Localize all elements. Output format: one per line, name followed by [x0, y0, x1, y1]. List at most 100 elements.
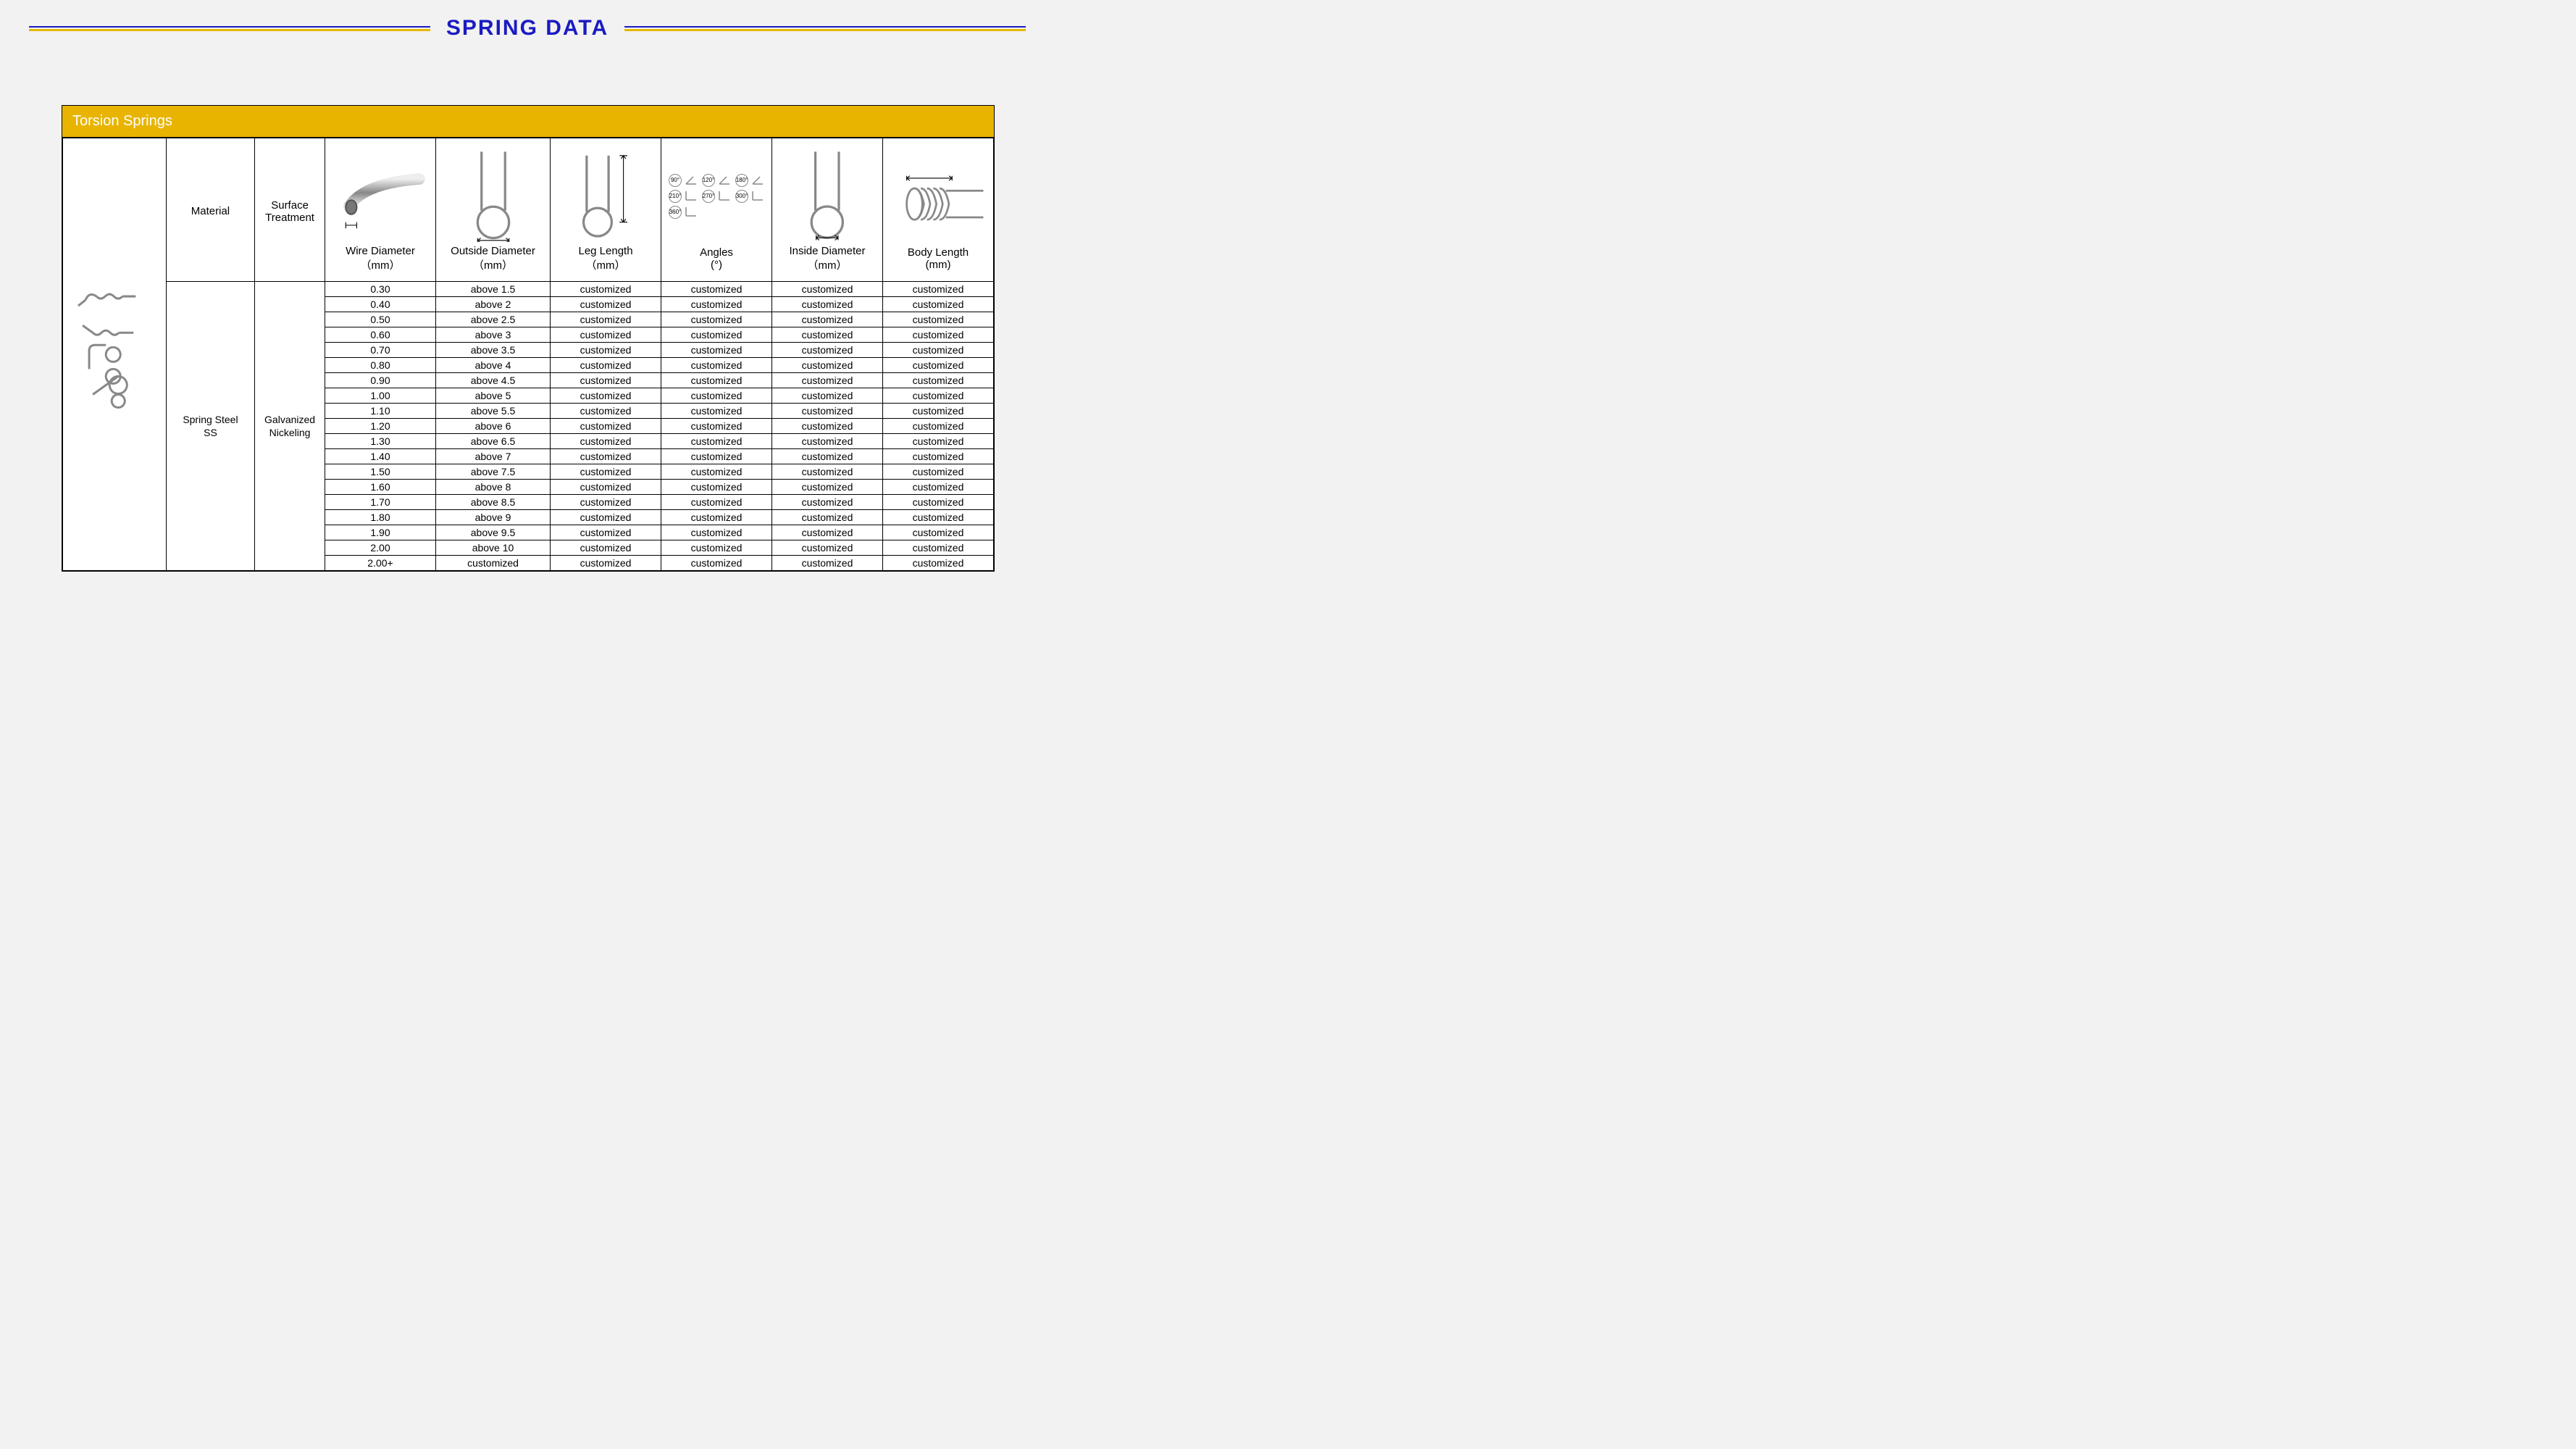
cell-leg: customized	[551, 388, 661, 404]
cell-wire: 1.80	[325, 510, 436, 525]
cell-angles: customized	[661, 540, 772, 556]
cell-id: customized	[771, 495, 882, 510]
cell-id: customized	[771, 327, 882, 343]
cell-od: above 9	[435, 510, 550, 525]
cell-od: above 8.5	[435, 495, 550, 510]
cell-body: customized	[882, 312, 993, 327]
cell-body: customized	[882, 525, 993, 540]
cell-angles: customized	[661, 373, 772, 388]
cell-leg: customized	[551, 343, 661, 358]
col-label-leg: Leg Length	[578, 245, 632, 257]
cell-leg: customized	[551, 525, 661, 540]
cell-id: customized	[771, 282, 882, 297]
cell-leg: customized	[551, 480, 661, 495]
cell-angles: customized	[661, 480, 772, 495]
cell-angles: customized	[661, 510, 772, 525]
col-header-angles: 90° 120° 180° 210° 270° 300° 360° Angles…	[661, 138, 772, 282]
cell-od: above 4.5	[435, 373, 550, 388]
cell-leg: customized	[551, 556, 661, 571]
cell-wire: 1.30	[325, 434, 436, 449]
cell-wire: 1.20	[325, 419, 436, 434]
col-sublabel-angles: (°)	[711, 259, 722, 271]
col-label-od: Outside Diameter	[451, 245, 535, 257]
cell-body: customized	[882, 419, 993, 434]
cell-angles: customized	[661, 419, 772, 434]
page-title: SPRING DATA	[430, 16, 624, 41]
page-header: SPRING DATA	[0, 0, 1055, 41]
col-label-wire: Wire Diameter	[346, 245, 415, 257]
col-sublabel-surface: Treatment	[265, 212, 314, 224]
cell-od: above 1.5	[435, 282, 550, 297]
cell-body: customized	[882, 358, 993, 373]
col-header-body: Body Length (mm)	[882, 138, 993, 282]
cell-id: customized	[771, 297, 882, 312]
material-cell: Spring SteelSS	[166, 282, 254, 571]
col-sublabel-od: （mm）	[473, 259, 513, 272]
cell-leg: customized	[551, 282, 661, 297]
cell-id: customized	[771, 419, 882, 434]
table-row: Spring SteelSSGalvanizedNickeling0.30abo…	[63, 282, 994, 297]
col-header-material: Material	[166, 138, 254, 282]
cell-od: above 5.5	[435, 404, 550, 419]
cell-body: customized	[882, 540, 993, 556]
cell-od: above 8	[435, 480, 550, 495]
col-label-body: Body Length	[908, 246, 969, 259]
cell-wire: 0.30	[325, 282, 436, 297]
cell-od: above 7	[435, 449, 550, 464]
cell-body: customized	[882, 297, 993, 312]
cell-id: customized	[771, 556, 882, 571]
cell-leg: customized	[551, 404, 661, 419]
cell-wire: 0.80	[325, 358, 436, 373]
panel-title: Torsion Springs	[62, 106, 994, 138]
cell-angles: customized	[661, 434, 772, 449]
cell-angles: customized	[661, 312, 772, 327]
cell-od: above 5	[435, 388, 550, 404]
cell-angles: customized	[661, 495, 772, 510]
cell-wire: 0.50	[325, 312, 436, 327]
col-header-id: Inside Diameter （mm）	[771, 138, 882, 282]
cell-leg: customized	[551, 495, 661, 510]
cell-leg: customized	[551, 419, 661, 434]
cell-wire: 1.50	[325, 464, 436, 480]
cell-od: above 2.5	[435, 312, 550, 327]
cell-id: customized	[771, 480, 882, 495]
col-header-surface: Surface Treatment	[255, 138, 325, 282]
cell-leg: customized	[551, 434, 661, 449]
cell-id: customized	[771, 540, 882, 556]
product-image-cell	[63, 138, 167, 571]
cell-wire: 1.60	[325, 480, 436, 495]
cell-od: above 6.5	[435, 434, 550, 449]
cell-id: customized	[771, 434, 882, 449]
col-header-od: Outside Diameter （mm）	[435, 138, 550, 282]
col-sublabel-leg: （mm）	[586, 259, 626, 272]
cell-leg: customized	[551, 449, 661, 464]
header-rule-left	[29, 26, 430, 30]
cell-od: above 4	[435, 358, 550, 373]
cell-body: customized	[882, 434, 993, 449]
cell-body: customized	[882, 480, 993, 495]
cell-id: customized	[771, 404, 882, 419]
cell-od: above 6	[435, 419, 550, 434]
spring-data-table: Material Surface Treatment Wire Diameter…	[62, 138, 994, 571]
cell-od: above 10	[435, 540, 550, 556]
cell-leg: customized	[551, 312, 661, 327]
cell-wire: 1.00	[325, 388, 436, 404]
cell-leg: customized	[551, 358, 661, 373]
cell-body: customized	[882, 388, 993, 404]
cell-body: customized	[882, 464, 993, 480]
cell-angles: customized	[661, 388, 772, 404]
cell-body: customized	[882, 404, 993, 419]
cell-wire: 1.40	[325, 449, 436, 464]
cell-angles: customized	[661, 282, 772, 297]
cell-wire: 0.70	[325, 343, 436, 358]
cell-od: above 3.5	[435, 343, 550, 358]
cell-wire: 0.40	[325, 297, 436, 312]
cell-body: customized	[882, 510, 993, 525]
header-rule-right	[624, 26, 1026, 30]
cell-angles: customized	[661, 343, 772, 358]
cell-body: customized	[882, 449, 993, 464]
cell-id: customized	[771, 464, 882, 480]
cell-angles: customized	[661, 449, 772, 464]
cell-body: customized	[882, 373, 993, 388]
cell-body: customized	[882, 556, 993, 571]
